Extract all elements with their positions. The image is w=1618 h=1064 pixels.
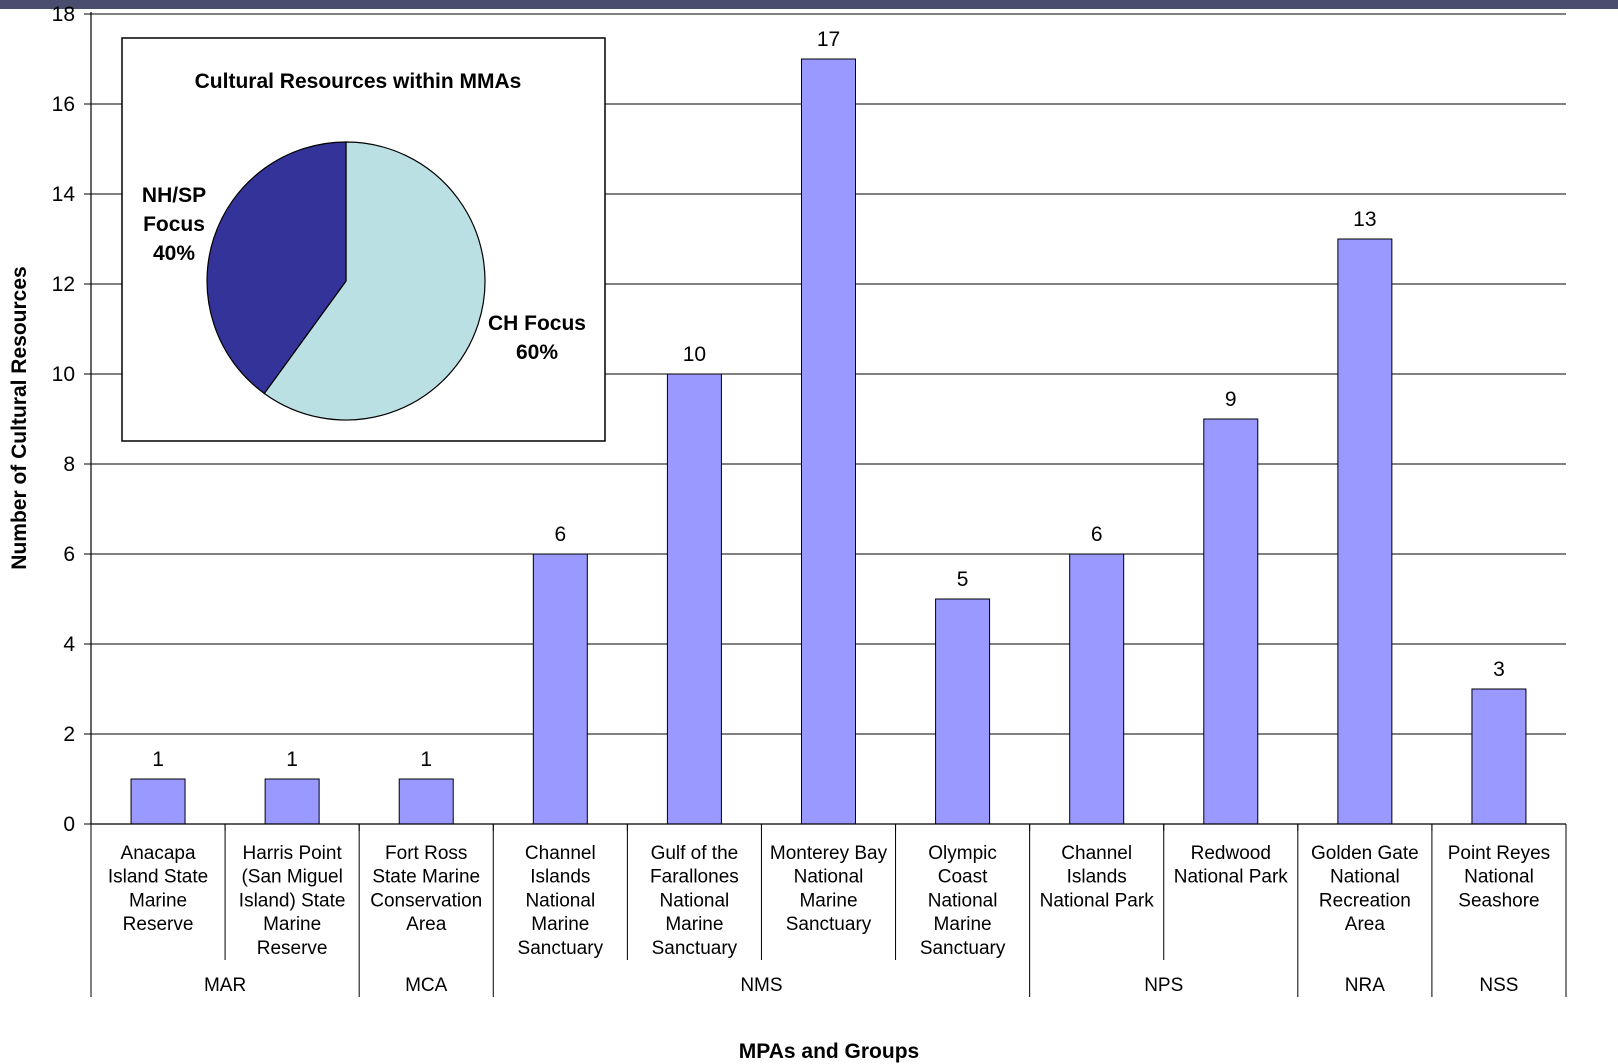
bar	[130, 778, 186, 825]
category-label: Gulf of the Farallones National Marine Sanct…	[650, 843, 739, 959]
y-tick-label: 14	[52, 183, 76, 206]
y-tick-label: 10	[52, 363, 75, 386]
y-axis-title: Number of Cultural Resources	[8, 266, 31, 569]
data-label: 6	[554, 523, 566, 546]
pie-slice-label: NH/SP Focus 40%	[142, 184, 206, 265]
y-tick-labels: 0 2 4 6 8 10 12 14 16 18	[52, 3, 76, 836]
category-label: Anacapa Island State Marine Reserve	[108, 843, 208, 935]
bar	[666, 373, 722, 825]
data-label: 1	[286, 748, 298, 771]
data-label: 9	[1225, 388, 1237, 411]
category-label: Point Reyes National Seashore	[1448, 843, 1550, 911]
data-label: 1	[420, 748, 432, 771]
group-labels: MAR MCA NMS NPS NRA NSS	[204, 975, 1519, 996]
bar	[1203, 418, 1259, 825]
pie-title: Cultural Resources within MMAs	[195, 70, 522, 93]
group-label: MAR	[204, 975, 246, 996]
data-label: 10	[683, 343, 706, 366]
y-tick-label: 16	[52, 93, 75, 116]
data-labels: 1 1 1 6 10 17 5 6 9 13 3	[152, 28, 1505, 771]
category-label: Redwood National Park	[1174, 843, 1289, 888]
y-tick-label: 12	[52, 273, 75, 296]
bar	[1337, 238, 1393, 825]
pie-slice	[263, 141, 486, 421]
top-banner	[0, 0, 1618, 9]
group-label: NSS	[1479, 975, 1518, 996]
data-label: 17	[817, 28, 840, 51]
y-tick-label: 4	[63, 633, 75, 656]
category-label: Fort Ross State Marine Conservation Area	[370, 843, 482, 935]
bar	[1471, 688, 1527, 825]
category-label: Olympic Coast National Marine Sanctuary	[920, 843, 1006, 959]
group-label: NPS	[1144, 975, 1183, 996]
bar	[801, 58, 856, 825]
group-label: NMS	[740, 975, 782, 996]
y-tick-label: 8	[63, 453, 75, 476]
category-label: Harris Point (San Miguel Island) State Mari…	[239, 843, 346, 959]
pie-slice	[206, 141, 347, 395]
data-label: 1	[152, 748, 164, 771]
bars	[130, 58, 1527, 825]
category-labels: Anacapa Island State Marine Reserve Harris P…	[108, 843, 1550, 959]
axes	[84, 12, 1567, 997]
inset-pie-chart: Cultural Resources within MMAs CH Focus 60…	[121, 37, 606, 442]
bar	[935, 598, 991, 825]
category-label: Monterey Bay National Marine Sanctuary	[770, 843, 888, 935]
bar	[1069, 553, 1125, 825]
y-tick-label: 6	[63, 543, 75, 566]
data-label: 3	[1493, 658, 1505, 681]
category-label: Channel Islands National Park	[1040, 843, 1155, 911]
data-label: 5	[957, 568, 969, 591]
bar	[532, 553, 588, 825]
x-axis-title: MPAs and Groups	[739, 1040, 919, 1063]
y-tick-label: 0	[63, 813, 75, 836]
y-tick-label: 18	[52, 3, 75, 26]
category-label: Golden Gate National Recreation Area	[1311, 843, 1419, 935]
pie-slice-label: CH Focus 60%	[488, 312, 586, 364]
category-label: Channel Islands National Marine Sanctuary	[518, 843, 604, 959]
group-label: NRA	[1345, 975, 1385, 996]
y-tick-label: 2	[63, 723, 75, 746]
group-label: MCA	[405, 975, 448, 996]
bar	[398, 778, 454, 825]
data-label: 13	[1353, 208, 1376, 231]
bar	[264, 778, 320, 825]
data-label: 6	[1091, 523, 1103, 546]
